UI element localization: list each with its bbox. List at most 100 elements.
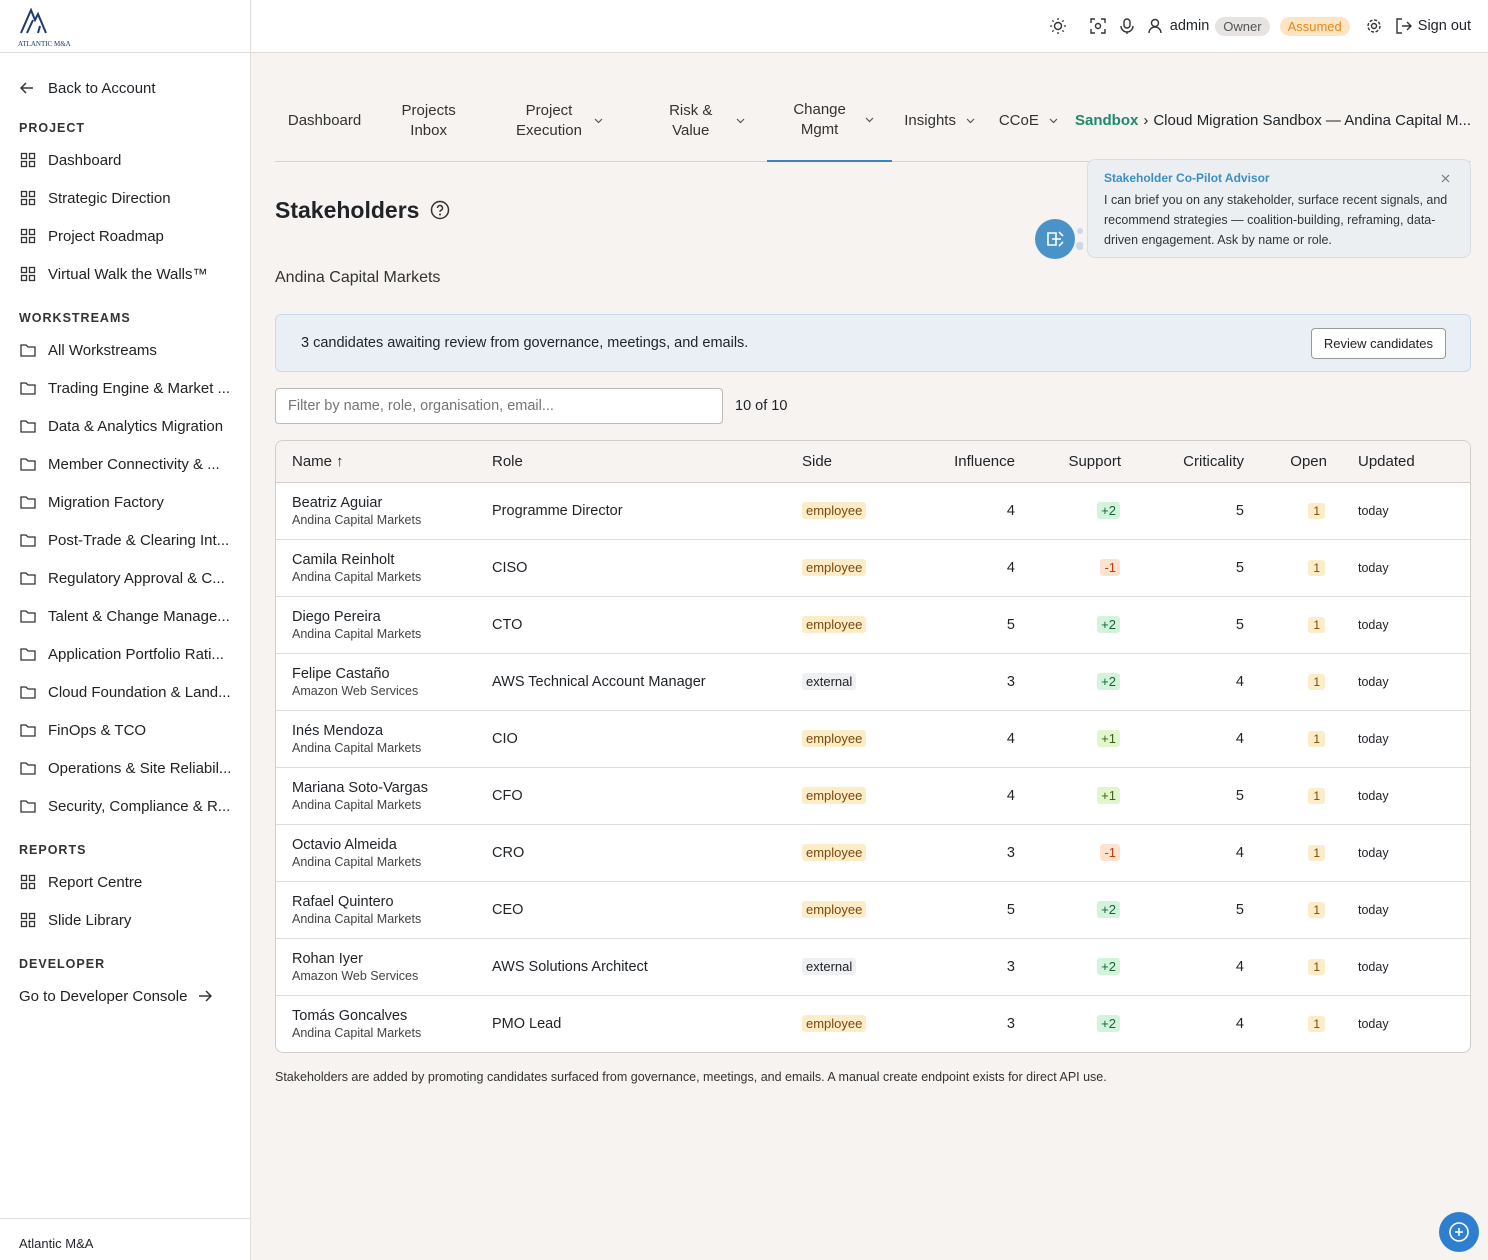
table-row[interactable]: Diego Pereira Andina Capital Markets CTO em… xyxy=(276,596,1470,654)
table-row[interactable]: Rohan Iyer Amazon Web Services AWS Solutio… xyxy=(276,938,1470,996)
nav-item[interactable]: Cloud Foundation & Land... xyxy=(0,673,250,711)
nav-item[interactable]: Data & Analytics Migration xyxy=(0,407,250,445)
nav-label: Migration Factory xyxy=(48,493,164,511)
stakeholder-name: Mariana Soto-Vargas xyxy=(292,779,428,796)
influence-cell: 5 xyxy=(912,881,1015,939)
tab[interactable]: Projects Inbox xyxy=(374,80,483,161)
advisor-close[interactable] xyxy=(1441,174,1450,183)
nav-item[interactable]: Migration Factory xyxy=(0,483,250,521)
column-header[interactable]: Criticality xyxy=(1121,441,1244,483)
support-badge: +2 xyxy=(1097,616,1120,633)
role-cell: AWS Technical Account Manager xyxy=(492,653,802,711)
nav-item[interactable]: Dashboard xyxy=(0,141,250,179)
breadcrumb-root[interactable]: Sandbox xyxy=(1074,112,1139,129)
nav-label: Report Centre xyxy=(48,873,143,891)
nav-item[interactable]: Trading Engine & Market ... xyxy=(0,369,250,407)
influence: 3 xyxy=(1006,844,1015,861)
stakeholder-name: Camila Reinholt xyxy=(292,551,395,568)
column-header[interactable]: Support xyxy=(1015,441,1121,483)
nav-item[interactable]: FinOps & TCO xyxy=(0,711,250,749)
table-row[interactable]: Beatriz Aguiar Andina Capital Markets Prog… xyxy=(276,482,1470,540)
header-label: Support xyxy=(1068,452,1121,470)
criticality-cell: 5 xyxy=(1121,767,1244,825)
nav-item[interactable]: Security, Compliance & R... xyxy=(0,787,250,825)
nav-item[interactable]: All Workstreams xyxy=(0,331,250,369)
updated: today xyxy=(1358,902,1389,917)
tab[interactable]: Insights xyxy=(892,80,988,161)
table-row[interactable]: Rafael Quintero Andina Capital Markets CEO… xyxy=(276,881,1470,939)
tab-label: Insights xyxy=(904,111,956,129)
logo-text: ATLANTIC M&A xyxy=(18,40,71,48)
nav-item[interactable]: Strategic Direction xyxy=(0,179,250,217)
nav-item[interactable]: Slide Library xyxy=(0,901,250,939)
updated: today xyxy=(1358,845,1389,860)
column-header[interactable]: Open xyxy=(1244,441,1327,483)
nav-item[interactable]: Application Portfolio Rati... xyxy=(0,635,250,673)
table-row[interactable]: Felipe Castaño Amazon Web Services AWS Tec… xyxy=(276,653,1470,711)
nav-item[interactable]: Post-Trade & Clearing Int... xyxy=(0,521,250,559)
name-cell: Rafael Quintero Andina Capital Markets xyxy=(276,881,492,939)
column-header[interactable]: Influence xyxy=(912,441,1015,483)
nav-item[interactable]: Operations & Site Reliabil... xyxy=(0,749,250,787)
column-header[interactable]: Side xyxy=(802,441,912,483)
nav-item[interactable]: Project Roadmap xyxy=(0,217,250,255)
influence-cell: 3 xyxy=(912,995,1015,1052)
table-row[interactable]: Octavio Almeida Andina Capital Markets CRO… xyxy=(276,824,1470,882)
updated-cell: today xyxy=(1327,995,1470,1052)
page-subtitle: Andina Capital Markets xyxy=(275,269,441,286)
nav-item[interactable]: Regulatory Approval & C... xyxy=(0,559,250,597)
name-cell: Camila Reinholt Andina Capital Markets xyxy=(276,539,492,597)
table-row[interactable]: Mariana Soto-Vargas Andina Capital Market… xyxy=(276,767,1470,825)
criticality: 5 xyxy=(1235,787,1244,804)
table-row[interactable]: Camila Reinholt Andina Capital Markets CIS… xyxy=(276,539,1470,597)
column-header[interactable]: Role xyxy=(492,441,802,483)
nav-icon xyxy=(20,152,36,168)
theme-icon[interactable] xyxy=(1049,18,1066,34)
tab[interactable]: Project Execution xyxy=(483,80,634,161)
updated-cell: today xyxy=(1327,938,1470,996)
updated: today xyxy=(1358,503,1389,518)
chat-button[interactable] xyxy=(1439,1212,1479,1252)
nav-icon xyxy=(20,344,36,357)
nav-item[interactable]: Report Centre xyxy=(0,863,250,901)
filter-input[interactable] xyxy=(275,388,723,424)
logo[interactable]: ATLANTIC M&A xyxy=(0,0,250,53)
tab[interactable]: Change Mgmt xyxy=(766,80,892,162)
arrow-icon xyxy=(199,990,212,1002)
tab[interactable]: CCoE xyxy=(988,80,1069,161)
capture-icon[interactable] xyxy=(1090,18,1106,34)
back-link[interactable]: Back to Account xyxy=(0,69,250,107)
name-cell: Diego Pereira Andina Capital Markets xyxy=(276,596,492,654)
influence-cell: 5 xyxy=(912,596,1015,654)
chevron xyxy=(594,118,603,123)
open-cell: 1 xyxy=(1244,824,1327,882)
role: CIO xyxy=(492,730,518,747)
influence: 4 xyxy=(1006,787,1015,804)
settings-icon[interactable] xyxy=(1366,18,1382,34)
advisor-avatar[interactable] xyxy=(1033,217,1083,261)
tab[interactable]: Risk & Value xyxy=(634,80,767,161)
tab[interactable]: Dashboard xyxy=(275,80,374,161)
role-cell: PMO Lead xyxy=(492,995,802,1052)
review-button[interactable]: Review candidates xyxy=(1310,327,1446,359)
nav-item[interactable]: Member Connectivity & ... xyxy=(0,445,250,483)
nav-item[interactable]: Go to Developer Console xyxy=(0,977,250,1015)
column-header[interactable]: Updated xyxy=(1327,441,1470,483)
side-badge: external xyxy=(802,673,857,690)
open-badge: 1 xyxy=(1308,844,1325,861)
criticality-cell: 4 xyxy=(1121,938,1244,996)
help-icon[interactable] xyxy=(430,200,450,220)
nav-item[interactable]: Virtual Walk the Walls™ xyxy=(0,255,250,293)
nav-item[interactable]: Talent & Change Manage... xyxy=(0,597,250,635)
column-header[interactable]: Name ↑ xyxy=(276,441,492,483)
name-cell: Octavio Almeida Andina Capital Markets xyxy=(276,824,492,882)
table-row[interactable]: Inés Mendoza Andina Capital Markets CIO emp… xyxy=(276,710,1470,768)
sign-out[interactable]: Sign out xyxy=(1396,18,1471,34)
nav-label: Operations & Site Reliabil... xyxy=(48,759,232,777)
criticality: 5 xyxy=(1235,901,1244,918)
user[interactable]: admin xyxy=(1148,18,1209,34)
criticality: 4 xyxy=(1235,1015,1244,1032)
stakeholder-name: Inés Mendoza xyxy=(292,722,384,739)
mic-icon[interactable] xyxy=(1120,18,1134,34)
table-row[interactable]: Tomás Goncalves Andina Capital Markets PMO… xyxy=(276,995,1470,1052)
